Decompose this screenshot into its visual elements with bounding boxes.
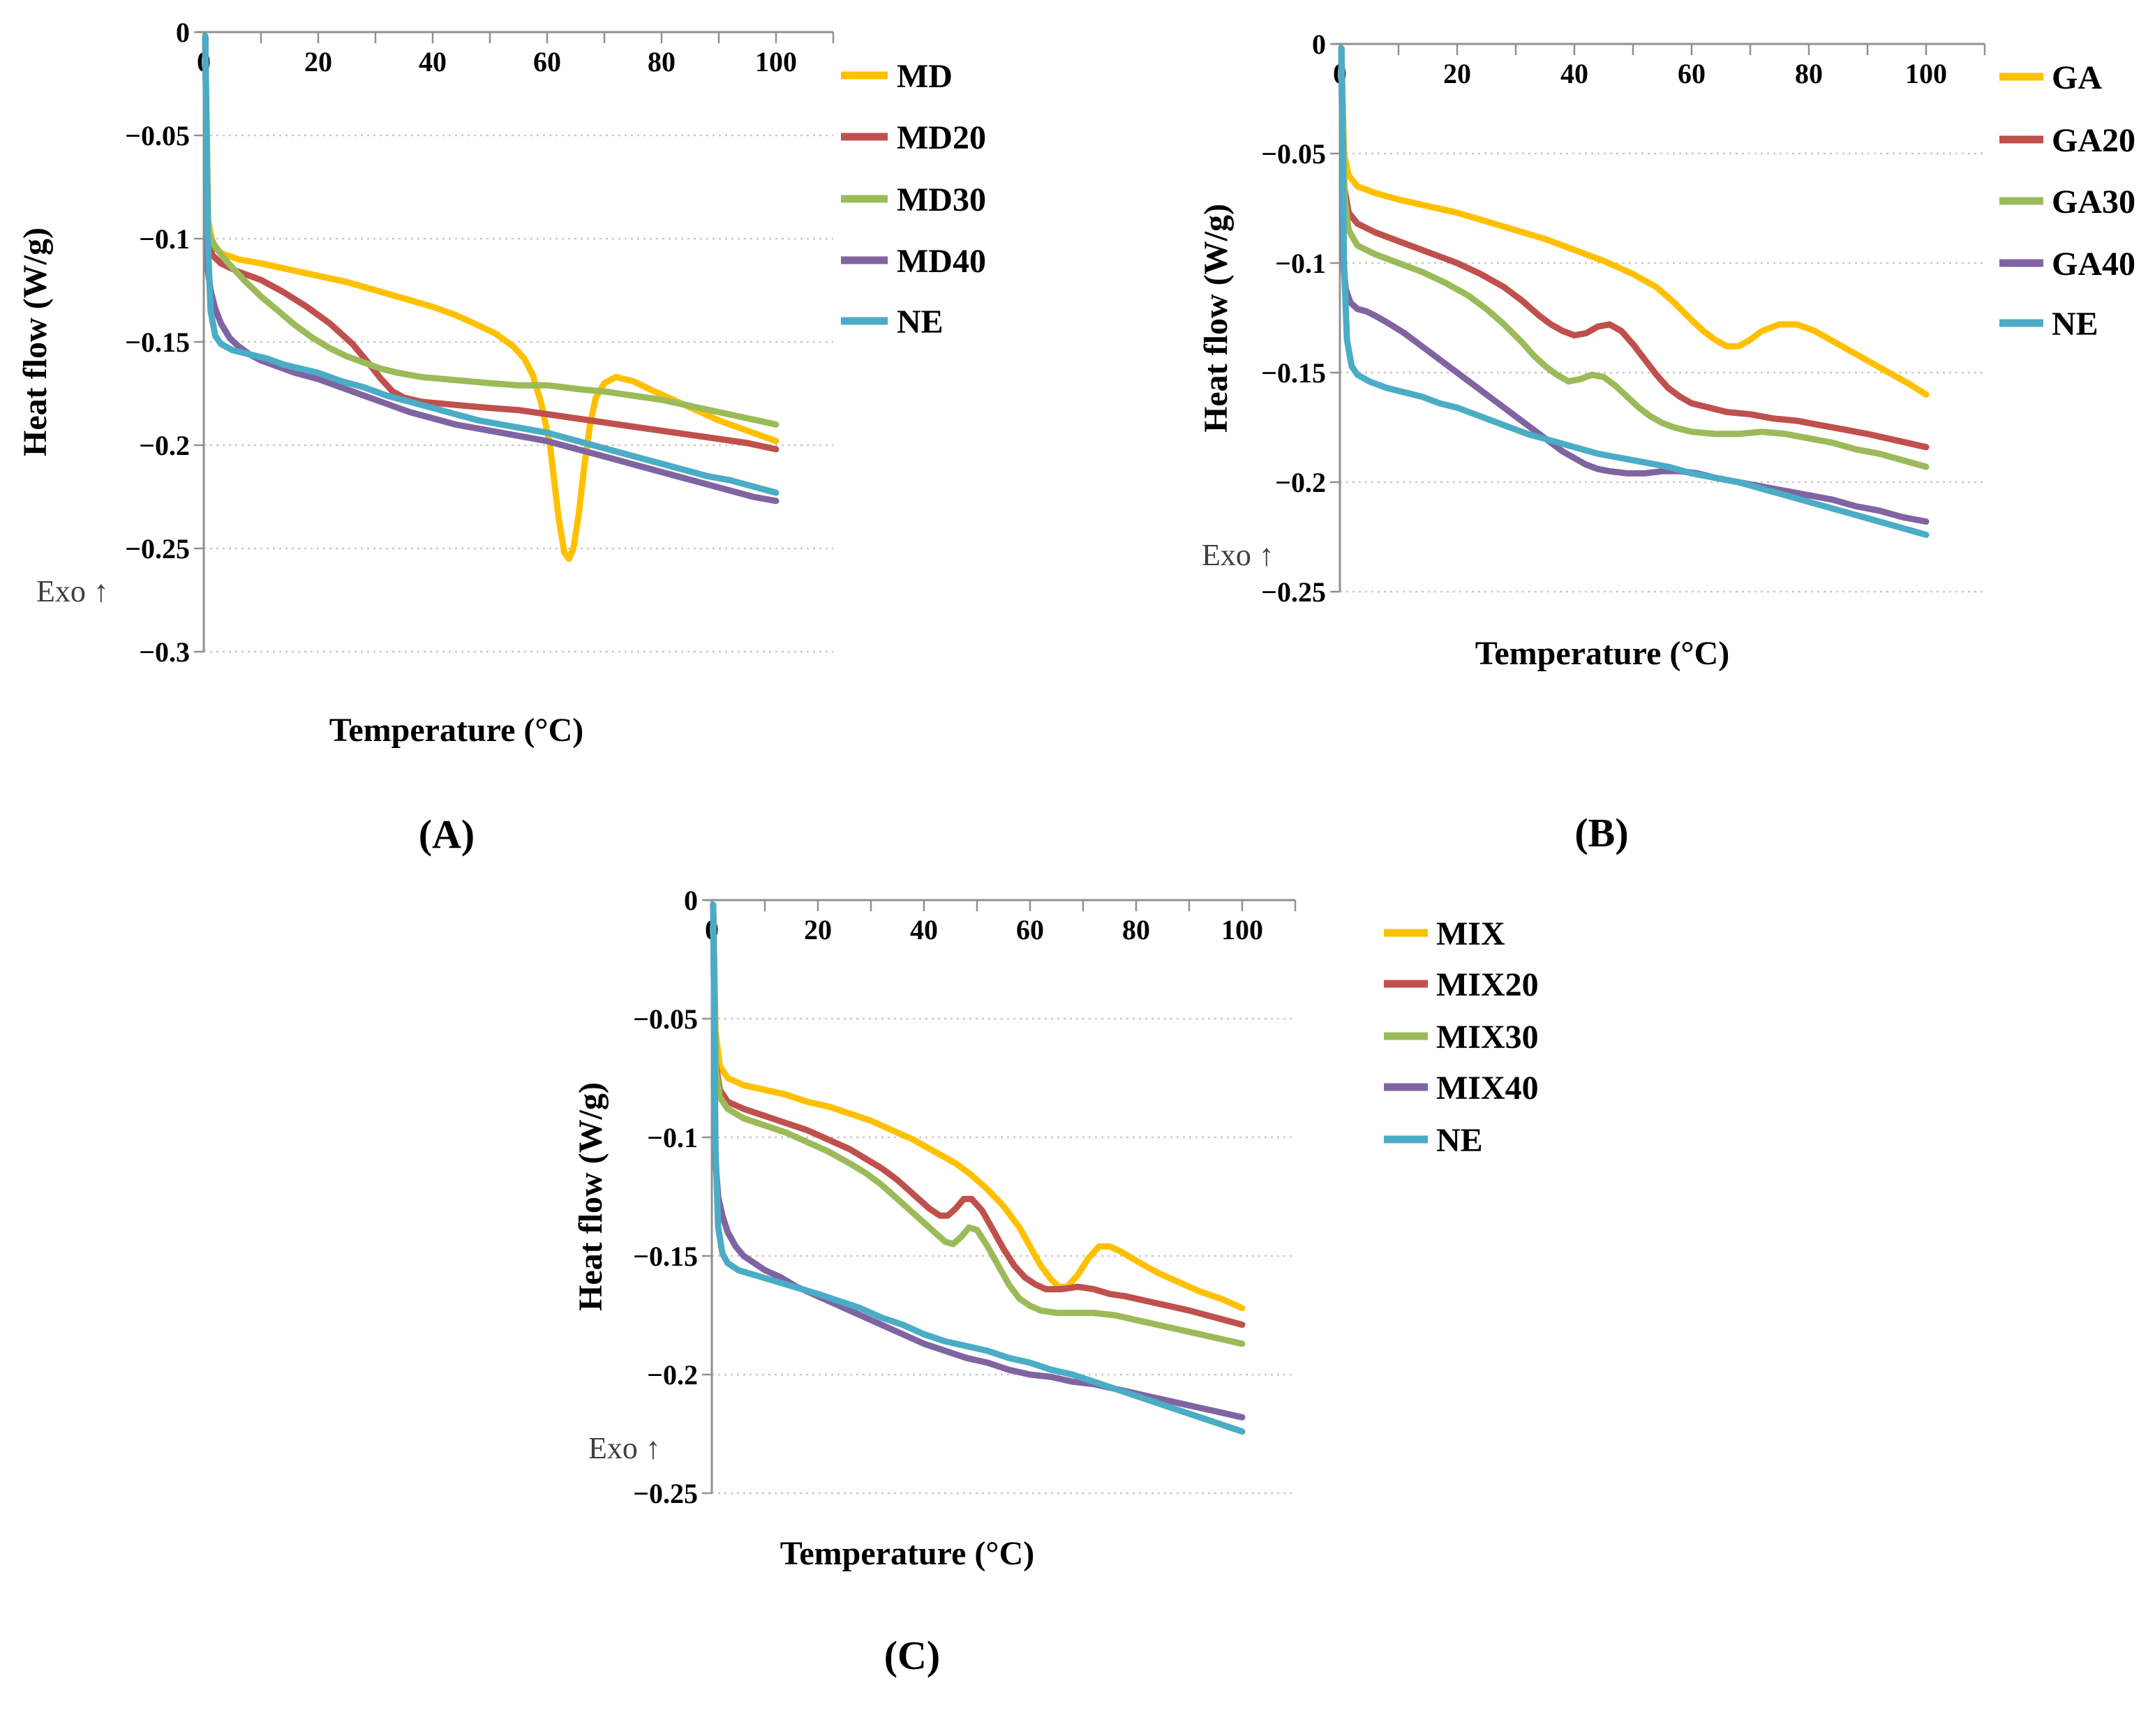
y-tick-label: −0.2 [1275,467,1326,498]
y-tick-label: −0.05 [125,120,190,151]
y-tick-label: −0.1 [1275,248,1326,279]
panel-label-b: (B) [1574,810,1628,855]
x-tick-label: 100 [1905,58,1947,89]
y-axis-title: Heat flow (W/g) [17,227,54,456]
y-tick-label: −0.15 [125,327,190,358]
legend-label-GA: GA [2052,59,2102,96]
y-tick-label: −0.25 [1261,576,1326,608]
series-line-NE [710,901,1246,1435]
legend-label-MIX40: MIX40 [1436,1070,1539,1107]
y-tick-label: −0.1 [139,223,190,255]
panel-label-a: (A) [419,811,475,857]
x-tick-label: 60 [1678,58,1706,89]
series-line-MD [202,33,780,562]
legend-label-MIX: MIX [1436,915,1505,952]
x-tick-label: 80 [1122,914,1150,945]
legend-label-MD20: MD20 [897,119,986,156]
panel-a: 0 20 40 60 80 1000−0.05−0.1−0.15−0.2−0.25−0.3… [17,17,986,857]
series-line-GA [1338,45,1930,398]
series-line-GA30 [1338,45,1930,470]
legend-label-GA30: GA30 [2052,184,2135,220]
legend-label-NE: NE [2052,306,2098,343]
x-tick-label: 20 [804,914,832,945]
series-line-MD40 [202,33,780,504]
series-line-MD20 [202,33,780,453]
legend-c: MIX MIX20 MIX30 MIX40 NE [1384,915,1539,1159]
x-axis-title: Temperature (°C) [329,712,583,749]
panel-c: 0 20 40 60 80 1000−0.05−0.1−0.15−0.2−0.25Heat… [572,885,1539,1678]
series-line-GA20 [1338,45,1930,451]
y-tick-label: −0.25 [125,533,190,564]
exo-direction-label: Exo ↑ [588,1431,661,1465]
legend-label-MD30: MD30 [897,181,986,218]
y-tick-label: −0.3 [139,636,190,668]
y-tick-label: −0.2 [139,430,190,461]
legend-label-GA40: GA40 [2052,246,2135,283]
exo-direction-label: Exo ↑ [36,574,109,608]
x-tick-label: 60 [1016,914,1044,945]
y-axis-title: Heat flow (W/g) [1198,204,1235,433]
x-tick-label: 20 [304,46,332,77]
y-tick-label: 0 [1312,29,1326,60]
exo-direction-label: Exo ↑ [1202,538,1274,572]
series-line-MIX [710,901,1246,1312]
y-tick-label: −0.05 [633,1003,698,1035]
y-axis-title: Heat flow (W/g) [572,1082,609,1311]
series-line-GA40 [1338,45,1930,525]
x-tick-label: 100 [755,46,797,77]
y-tick-label: −0.1 [647,1122,698,1153]
x-tick-label: 60 [533,46,561,77]
legend-label-NE: NE [897,304,944,341]
x-tick-label: 40 [910,914,938,945]
series-line-MIX40 [710,901,1246,1421]
y-tick-label: −0.2 [647,1359,698,1391]
x-tick-label: 20 [1443,58,1471,89]
legend-a: MD MD20 MD30 MD40 NE [841,58,986,341]
y-tick-label: −0.05 [1261,138,1326,170]
x-axis-title: Temperature (°C) [780,1535,1034,1572]
panel-b: 0 20 40 60 80 1000−0.05−0.1−0.15−0.2−0.25Heat… [1198,29,2135,855]
legend-label-MD: MD [897,58,953,95]
legend-label-MD40: MD40 [897,243,986,280]
x-tick-label: 40 [1560,58,1588,89]
series-line-MIX30 [710,901,1246,1347]
x-tick-label: 80 [648,46,676,77]
x-tick-label: 100 [1221,914,1263,945]
series-line-MD30 [202,33,780,428]
legend-label-GA20: GA20 [2052,122,2135,159]
x-tick-label: 80 [1795,58,1823,89]
y-tick-label: −0.15 [633,1241,698,1272]
y-tick-label: 0 [684,885,698,916]
x-axis-title: Temperature (°C) [1475,635,1729,672]
legend-label-NE: NE [1436,1122,1483,1159]
y-tick-label: −0.15 [1261,357,1326,389]
legend-label-MIX30: MIX30 [1436,1019,1539,1056]
y-tick-label: 0 [176,17,190,48]
legend-b: GA GA20 GA30 GA40 NE [1999,59,2135,343]
series-line-NE [202,33,780,496]
panel-label-c: (C) [884,1633,941,1678]
series-line-NE [1338,45,1930,538]
legend-label-MIX20: MIX20 [1436,966,1539,1003]
y-tick-label: −0.25 [633,1478,698,1509]
x-tick-label: 40 [419,46,447,77]
series-line-MIX20 [710,901,1246,1329]
